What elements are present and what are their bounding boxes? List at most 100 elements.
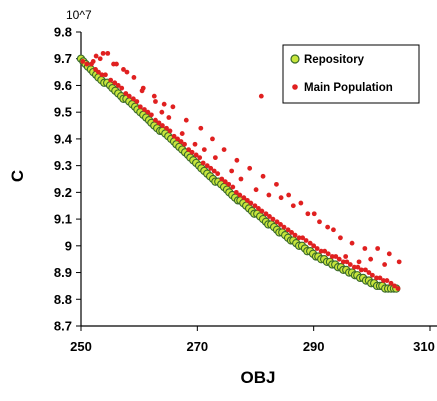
main-population-point bbox=[179, 131, 185, 136]
main-population-point bbox=[325, 251, 331, 257]
main-population-point bbox=[197, 155, 203, 161]
main-population-point bbox=[370, 272, 375, 278]
main-population-point bbox=[119, 85, 125, 91]
main-population-point bbox=[322, 248, 328, 254]
main-population-point bbox=[340, 259, 346, 265]
main-population-point bbox=[305, 211, 311, 217]
y-axis-title: C bbox=[8, 170, 27, 182]
main-population-point bbox=[221, 147, 227, 153]
main-population-point bbox=[161, 101, 167, 107]
main-population-point bbox=[186, 147, 192, 153]
main-population-point bbox=[234, 157, 240, 163]
main-population-point bbox=[182, 141, 187, 147]
main-population-point bbox=[103, 72, 108, 78]
main-population-point bbox=[311, 243, 317, 249]
main-population-point bbox=[336, 256, 342, 262]
main-population-point bbox=[164, 125, 169, 131]
main-population-point bbox=[112, 80, 118, 86]
y-tick-label: 8.9 bbox=[54, 265, 72, 280]
main-population-point bbox=[374, 275, 379, 281]
main-population-point bbox=[351, 264, 357, 270]
main-population-point bbox=[84, 61, 90, 67]
main-population-point bbox=[396, 259, 402, 265]
legend-label-main-population: Main Population bbox=[304, 82, 393, 94]
main-population-point bbox=[156, 120, 162, 126]
main-population-point bbox=[166, 115, 172, 120]
main-population-point bbox=[256, 206, 261, 211]
main-population-point bbox=[175, 136, 180, 142]
main-population-point bbox=[303, 238, 309, 243]
main-population-point bbox=[343, 254, 349, 259]
main-population-point bbox=[366, 270, 372, 275]
main-population-point bbox=[200, 160, 206, 166]
main-population-point bbox=[230, 184, 236, 190]
legend-marker-repository bbox=[290, 54, 300, 64]
legend-label-repository: Repository bbox=[304, 54, 365, 66]
main-population-point bbox=[100, 50, 106, 56]
main-population-point bbox=[296, 235, 302, 241]
main-population-point bbox=[126, 93, 132, 99]
main-population-point bbox=[395, 286, 401, 291]
main-population-point bbox=[289, 230, 294, 235]
main-population-point bbox=[377, 275, 383, 281]
main-population-point bbox=[241, 195, 247, 201]
main-population-point bbox=[139, 88, 145, 94]
main-population-point bbox=[80, 59, 86, 64]
main-population-point bbox=[219, 176, 225, 182]
x-tick-label: 310 bbox=[413, 339, 435, 354]
main-population-point bbox=[178, 139, 184, 144]
main-population-point bbox=[311, 211, 317, 217]
main-population-point bbox=[124, 69, 130, 75]
legend-box bbox=[282, 44, 420, 104]
main-population-point bbox=[96, 69, 101, 75]
main-population-point bbox=[247, 165, 253, 171]
main-population-point bbox=[338, 235, 343, 241]
main-population-point bbox=[222, 179, 228, 185]
main-population-point bbox=[123, 91, 129, 96]
main-population-point bbox=[201, 147, 207, 153]
main-population-point bbox=[238, 176, 244, 182]
main-population-point bbox=[210, 136, 215, 142]
main-population-point bbox=[93, 53, 99, 59]
main-population-point bbox=[356, 259, 362, 265]
main-population-point bbox=[90, 59, 96, 64]
main-population-point bbox=[137, 104, 143, 110]
x-axis-ticks: 250 270 290 310 bbox=[70, 326, 435, 354]
y-tick-label: 9.2 bbox=[54, 185, 72, 200]
main-population-point bbox=[281, 224, 287, 230]
main-population-point bbox=[263, 211, 269, 217]
main-population-point bbox=[212, 155, 218, 161]
main-population-point bbox=[253, 187, 259, 193]
main-population-point bbox=[344, 259, 350, 265]
main-population-point bbox=[159, 109, 165, 115]
main-population-point bbox=[233, 189, 239, 195]
main-population-point bbox=[384, 278, 390, 283]
main-population-point bbox=[363, 267, 368, 273]
series-layer bbox=[76, 50, 402, 293]
main-population-point bbox=[386, 251, 392, 257]
main-population-point bbox=[97, 56, 103, 62]
main-population-point bbox=[160, 123, 165, 128]
main-population-point bbox=[278, 222, 283, 227]
main-population-point bbox=[362, 246, 368, 251]
x-tick-label: 290 bbox=[303, 339, 325, 354]
main-population-point bbox=[258, 93, 264, 99]
main-population-point bbox=[171, 133, 177, 139]
main-population-point bbox=[151, 93, 157, 99]
main-population-point bbox=[193, 152, 199, 158]
main-population-point bbox=[170, 104, 176, 110]
main-population-point bbox=[298, 200, 304, 206]
main-population-point bbox=[292, 232, 298, 238]
main-population-point bbox=[355, 264, 361, 270]
main-population-point bbox=[274, 219, 280, 225]
main-population-point bbox=[333, 254, 339, 259]
main-population-point bbox=[349, 240, 355, 246]
y-axis-ticks: 8.7 8.8 8.9 9 9.1 9.2 9.3 9.4 9.5 9.6 9.7 9.8 bbox=[54, 25, 81, 334]
main-population-point bbox=[111, 61, 116, 67]
main-population-point bbox=[189, 149, 195, 155]
main-population-point bbox=[148, 112, 154, 118]
main-population-point bbox=[226, 181, 232, 187]
main-population-point bbox=[388, 280, 394, 286]
main-population-point bbox=[115, 83, 121, 88]
main-population-point bbox=[183, 117, 189, 123]
